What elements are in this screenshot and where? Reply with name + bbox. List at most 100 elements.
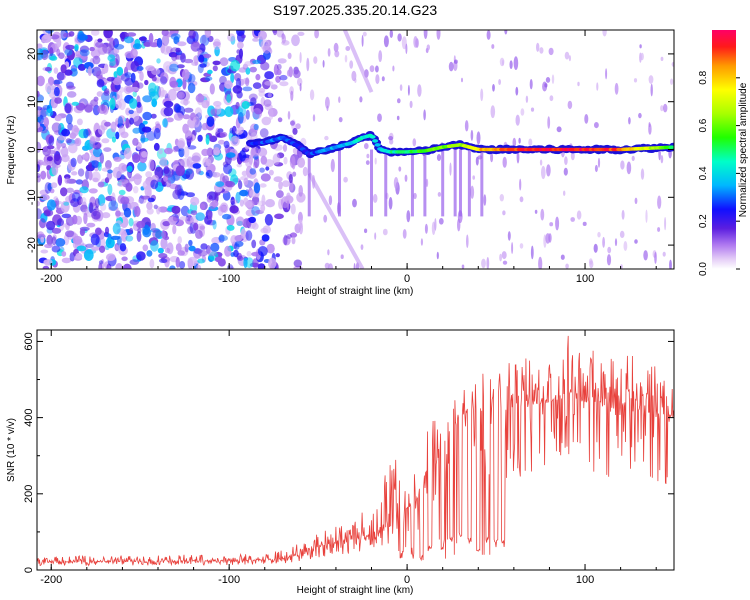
spectrogram-noise-blob: [258, 87, 266, 93]
spectrogram-noise-blob: [297, 77, 303, 87]
spectrogram-speckle: [602, 236, 605, 248]
spectrogram-noise-blob: [136, 101, 142, 108]
spectrogram-noise-blob: [142, 95, 153, 103]
spectrogram-noise-blob: [257, 263, 266, 269]
spectrogram-noise-blob: [37, 43, 43, 49]
spectrogram-noise-blob: [276, 63, 282, 70]
spectrogram-speckle: [528, 138, 533, 147]
spectrogram-speckle: [516, 150, 520, 164]
spectrogram-noise-blob: [159, 157, 168, 168]
spectrogram-speckle: [499, 194, 504, 202]
spectrogram-noise-blob: [233, 235, 243, 242]
spectrogram-noise-blob: [109, 97, 116, 110]
spectrogram-speckle: [669, 259, 672, 269]
spectrogram-speckle: [359, 96, 363, 103]
spectrogram-ylabel: Frequency (Hz): [6, 116, 17, 185]
spectrogram-speckle: [544, 83, 548, 88]
spectrogram-speckle: [657, 195, 662, 209]
spectrogram-speckle: [437, 192, 442, 197]
spectrogram-noise-blob: [175, 165, 185, 177]
spectrogram-noise-blob: [171, 53, 178, 62]
spectrogram-noise-blob: [118, 189, 126, 196]
spectrogram-noise-blob: [129, 259, 140, 265]
spectrogram-speckle: [302, 166, 308, 177]
spectrogram-noise-blob: [159, 258, 168, 264]
spectrogram-speckle: [326, 105, 329, 112]
spectrogram-speckle: [372, 193, 378, 203]
spectrogram-xtick-label: -200: [40, 273, 62, 285]
spectrogram-noise-blob: [106, 37, 114, 42]
spectrogram-noise-blob: [237, 180, 243, 190]
spectrogram-speckle: [436, 30, 441, 40]
colorbar-tick-label: 0.4: [698, 166, 709, 180]
spectrogram-speckle: [549, 222, 554, 227]
spectrogram-noise-blob: [239, 48, 243, 59]
spectrogram-speckle: [405, 43, 408, 55]
spectrogram-speckle: [499, 253, 502, 262]
spectrogram-noise-blob: [83, 62, 94, 69]
spectrogram-noise-blob: [241, 170, 248, 177]
spectrogram-noise-blob: [61, 154, 70, 163]
spectrogram-noise-blob: [140, 134, 146, 144]
spectrogram-noise-blob: [83, 128, 89, 139]
spectrogram-noise-blob: [128, 217, 134, 227]
spectrogram-noise-blob: [114, 44, 125, 50]
spectrogram-noise-blob: [53, 67, 59, 74]
chart-title: S197.2025.335.20.14.G23: [273, 2, 437, 18]
spectrogram-noise-blob: [242, 86, 253, 92]
spectrogram-noise-blob: [92, 147, 103, 158]
spectrogram-speckle: [545, 77, 551, 83]
spectrogram-speckle: [397, 98, 401, 104]
spectrogram-noise-blob: [186, 192, 195, 198]
spectrogram-noise-blob: [195, 94, 205, 103]
spectrogram-speckle: [292, 171, 297, 177]
spectrogram-noise-blob: [124, 72, 133, 78]
spectrogram-speckle: [483, 194, 487, 206]
spectrogram-speckle: [671, 61, 674, 67]
spectrogram-noise-blob: [163, 100, 174, 108]
spectrogram-speckle: [621, 209, 625, 220]
spectrogram-speckle: [577, 81, 580, 87]
spectrogram-speckle: [398, 166, 402, 172]
spectrogram-noise-blob: [37, 90, 40, 98]
spectrogram-noise-blob: [146, 201, 153, 210]
spectrogram-noise-blob: [260, 61, 270, 71]
spectrogram-noise-blob: [43, 33, 53, 40]
spectrogram-noise-blob: [54, 86, 60, 97]
spectrogram-speckle: [631, 155, 635, 161]
spectrogram-speckle: [640, 168, 645, 180]
spectrogram-noise-blob: [163, 106, 174, 117]
spectrogram-noise-blob: [208, 195, 213, 200]
spectrogram-speckle: [382, 228, 388, 236]
spectrogram-noise-blob: [83, 212, 88, 225]
spectrogram-speckle: [406, 210, 411, 223]
spectrogram-noise-blob: [236, 163, 243, 168]
spectrogram-noise-blob: [211, 172, 221, 178]
spectrogram-speckle: [643, 250, 648, 261]
spectrogram-noise-blob: [45, 108, 54, 117]
spectrogram-xlabel: Height of straight line (km): [297, 286, 414, 297]
spectrogram-noise-blob: [260, 204, 266, 212]
spectrogram-speckle: [375, 74, 380, 85]
spectrogram-noise-blob: [182, 114, 191, 120]
spectrogram-noise-blob: [101, 138, 110, 144]
spectrogram-speckle: [338, 96, 341, 103]
spectrogram-noise-blob: [140, 195, 151, 200]
spectrogram-speckle: [461, 264, 465, 269]
spectrogram-noise-blob: [264, 159, 274, 168]
spectrogram-noise-blob: [43, 117, 49, 127]
snr-frame: [36, 329, 675, 571]
spectrogram-noise-blob: [136, 66, 144, 71]
spectrogram-speckle: [670, 78, 674, 85]
spectrogram-noise-blob: [61, 257, 72, 264]
spectrogram-noise-blob: [253, 182, 261, 194]
colorbar: 0.0 0.2 0.4 0.6 0.8 Normalized spectral ampl…: [698, 30, 749, 276]
spectrogram-noise-blob: [197, 134, 203, 142]
spectrogram-noise-blob: [112, 77, 122, 86]
spectrogram-noise-blob: [268, 169, 274, 176]
spectrogram-noise-blob: [175, 243, 182, 252]
spectrogram-noise-blob: [85, 169, 90, 180]
spectrogram-noise-blob: [225, 152, 236, 158]
spectrogram-noise-blob: [48, 76, 55, 86]
spectrogram-noise-blob: [223, 163, 233, 175]
